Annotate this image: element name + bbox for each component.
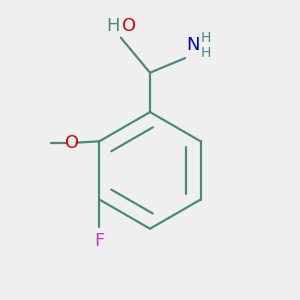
Text: O: O	[122, 17, 136, 35]
Text: O: O	[65, 134, 79, 152]
Text: F: F	[94, 232, 105, 250]
Text: H: H	[201, 31, 211, 45]
Text: H: H	[106, 17, 119, 35]
Text: N: N	[187, 36, 200, 54]
Text: H: H	[201, 46, 211, 60]
